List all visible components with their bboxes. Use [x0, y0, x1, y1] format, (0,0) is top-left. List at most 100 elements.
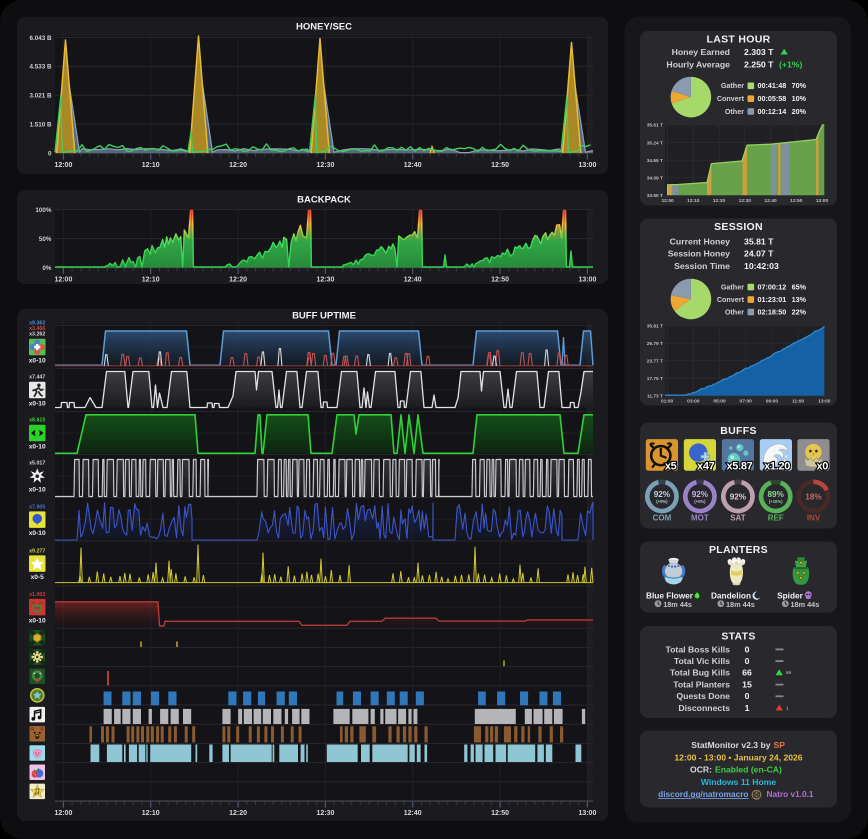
- svg-text:x5.87: x5.87: [726, 460, 752, 472]
- svg-text:12:10: 12:10: [142, 810, 160, 817]
- svg-text:12:40: 12:40: [764, 198, 777, 204]
- svg-text:05:00: 05:00: [713, 398, 726, 404]
- svg-text:Other: Other: [725, 307, 744, 316]
- svg-text:92%: 92%: [730, 492, 747, 501]
- svg-text:12:20: 12:20: [229, 277, 247, 284]
- svg-text:x5: x5: [665, 460, 677, 472]
- svg-text:x7.905: x7.905: [29, 504, 45, 510]
- svg-text:0%: 0%: [42, 265, 52, 272]
- svg-text:92%: 92%: [654, 490, 671, 499]
- svg-text:13:00: 13:00: [818, 398, 831, 404]
- svg-text:12:10: 12:10: [142, 277, 160, 284]
- svg-text:20%: 20%: [792, 107, 807, 116]
- svg-text:07:00: 07:00: [740, 398, 753, 404]
- svg-text:0: 0: [745, 656, 750, 666]
- svg-text:13:00: 13:00: [816, 198, 829, 204]
- svg-text:12:30: 12:30: [316, 162, 334, 169]
- svg-text:Dandelion: Dandelion: [711, 590, 751, 600]
- svg-text:STATS: STATS: [721, 631, 755, 643]
- svg-text:07:00:12: 07:00:12: [758, 282, 787, 291]
- svg-text:09:00: 09:00: [766, 398, 779, 404]
- svg-text:REF: REF: [768, 514, 784, 523]
- svg-text:23.77 T: 23.77 T: [647, 359, 663, 365]
- svg-text:x7.447: x7.447: [29, 375, 45, 381]
- svg-text:x1.003: x1.003: [29, 592, 45, 598]
- svg-text:12:20: 12:20: [229, 162, 247, 169]
- svg-text:12:00: 12:00: [54, 162, 72, 169]
- svg-text:COM: COM: [653, 514, 672, 523]
- svg-text:StatMonitor v2.3 by: StatMonitor v2.3 by: [691, 740, 770, 750]
- svg-text:x3.262: x3.262: [29, 332, 45, 338]
- svg-text:22%: 22%: [792, 307, 807, 316]
- svg-text:(+0%): (+0%): [656, 499, 668, 504]
- svg-text:Spider: Spider: [777, 590, 804, 600]
- svg-text:0: 0: [745, 691, 750, 701]
- svg-text:12:00: 12:00: [661, 198, 674, 204]
- svg-text:24.07 T: 24.07 T: [744, 249, 774, 259]
- svg-text:18m 44s: 18m 44s: [726, 600, 755, 609]
- svg-text:Windows 11 Home: Windows 11 Home: [701, 777, 777, 787]
- svg-text:13%: 13%: [792, 295, 807, 304]
- svg-text:12:50: 12:50: [491, 277, 509, 284]
- svg-text:1: 1: [745, 703, 750, 713]
- svg-text:Gather: Gather: [721, 282, 744, 291]
- svg-text:03:00: 03:00: [687, 398, 700, 404]
- svg-text:13:00: 13:00: [578, 162, 596, 169]
- svg-text:(+1%): (+1%): [779, 59, 803, 69]
- svg-text:Session Time: Session Time: [674, 261, 730, 271]
- svg-text:discord.gg/natromacro: discord.gg/natromacro: [658, 789, 748, 799]
- svg-text:12:30: 12:30: [739, 198, 752, 204]
- svg-text:SP: SP: [774, 740, 786, 750]
- svg-text:70%: 70%: [792, 81, 807, 90]
- svg-text:INV: INV: [807, 514, 821, 523]
- svg-text:MOT: MOT: [691, 514, 709, 523]
- svg-text:12:30: 12:30: [316, 810, 334, 817]
- svg-text:x1.20: x1.20: [764, 460, 790, 472]
- svg-text:x0-10: x0-10: [29, 443, 46, 450]
- svg-text:12:40: 12:40: [404, 162, 422, 169]
- svg-text:Quests Done: Quests Done: [676, 691, 730, 701]
- svg-text:10:42:03: 10:42:03: [744, 261, 779, 271]
- svg-text:12:50: 12:50: [491, 162, 509, 169]
- svg-text:18m 44s: 18m 44s: [663, 600, 692, 609]
- svg-text:Total Bug Kills: Total Bug Kills: [670, 668, 730, 678]
- svg-text:Total Boss Kills: Total Boss Kills: [665, 644, 730, 654]
- svg-text:HONEY/SEC: HONEY/SEC: [296, 22, 352, 33]
- svg-text:12:20: 12:20: [229, 810, 247, 817]
- svg-text:x5.017: x5.017: [29, 461, 45, 467]
- svg-text:(+0%): (+0%): [694, 499, 706, 504]
- svg-text:Session Honey: Session Honey: [668, 249, 730, 259]
- svg-text:89%: 89%: [768, 490, 785, 499]
- svg-text:12:00 - 13:00 • January 24, 20: 12:00 - 13:00 • January 24, 2026: [674, 752, 802, 762]
- svg-text:x9.362: x9.362: [29, 321, 45, 327]
- svg-text:66: 66: [742, 668, 752, 678]
- svg-text:15: 15: [742, 680, 752, 690]
- svg-text:Enabled (en-CA): Enabled (en-CA): [715, 765, 782, 775]
- svg-text:0: 0: [48, 150, 52, 157]
- svg-text:Convert: Convert: [717, 94, 745, 103]
- svg-text:92%: 92%: [692, 490, 709, 499]
- svg-text:29.79 T: 29.79 T: [647, 341, 663, 347]
- svg-text:1.510 B: 1.510 B: [29, 121, 52, 128]
- svg-text:Total Vic Kills: Total Vic Kills: [674, 656, 730, 666]
- svg-text:100%: 100%: [35, 207, 52, 214]
- svg-text:Hourly Average: Hourly Average: [666, 59, 730, 69]
- svg-text:3.021 B: 3.021 B: [29, 93, 52, 100]
- svg-text:12:30: 12:30: [316, 277, 334, 284]
- svg-text:33.50 T: 33.50 T: [647, 193, 663, 199]
- svg-text:Natro v1.0.1: Natro v1.0.1: [767, 789, 814, 799]
- svg-text:18%: 18%: [805, 492, 822, 501]
- svg-text:00:05:58: 00:05:58: [758, 94, 787, 103]
- svg-text:12:50: 12:50: [491, 810, 509, 817]
- svg-text:x47: x47: [697, 460, 715, 472]
- svg-text:00:41:48: 00:41:48: [758, 81, 787, 90]
- svg-text:01:00: 01:00: [661, 398, 674, 404]
- svg-text:00:12:14: 00:12:14: [758, 107, 787, 116]
- svg-text:x0-10: x0-10: [29, 486, 46, 493]
- svg-text:10%: 10%: [792, 94, 807, 103]
- svg-text:6.043 B: 6.043 B: [29, 35, 52, 42]
- svg-text:Current Honey: Current Honey: [670, 236, 731, 246]
- svg-text:OCR:: OCR:: [690, 765, 712, 775]
- svg-text:BUFFS: BUFFS: [720, 425, 757, 437]
- svg-text:PLANTERS: PLANTERS: [709, 544, 768, 556]
